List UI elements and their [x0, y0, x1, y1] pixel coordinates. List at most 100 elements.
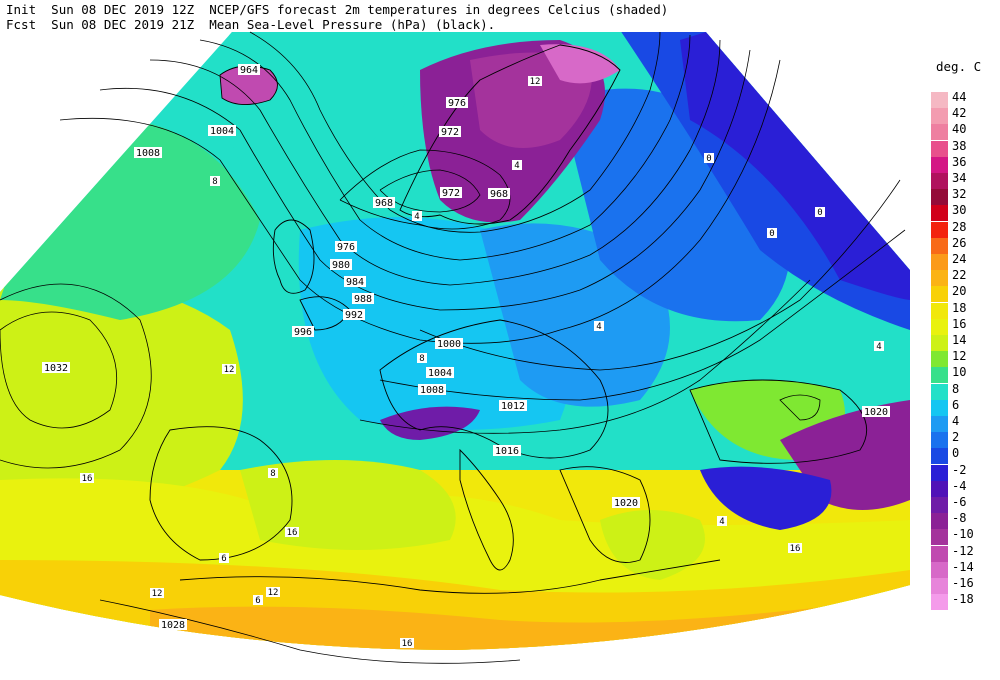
svg-text:976: 976: [448, 98, 466, 109]
svg-text:988: 988: [354, 294, 372, 305]
temperature-labels: 8 8 8 12 12 12 16 16 16 16 4 4 4 4 0 0 0…: [80, 76, 884, 649]
temp-label: 16: [788, 543, 802, 554]
svg-text:972: 972: [441, 127, 459, 138]
svg-text:1012: 1012: [501, 401, 525, 412]
legend-swatch: [931, 497, 948, 513]
svg-text:968: 968: [375, 198, 393, 209]
legend-swatch: [931, 529, 948, 546]
svg-text:6: 6: [255, 596, 260, 606]
chart-title: NCEP/GFS forecast 2m temperatures in deg…: [209, 2, 669, 17]
legend-label: 10: [952, 365, 967, 380]
svg-text:1000: 1000: [437, 339, 461, 350]
svg-text:992: 992: [345, 310, 363, 321]
legend-label: -18: [952, 592, 974, 607]
init-time: Sun 08 DEC 2019 12Z: [51, 2, 195, 17]
legend-label: 38: [952, 138, 967, 153]
isobar-label: 968: [488, 188, 510, 200]
svg-text:976: 976: [337, 242, 355, 253]
temp-label: 6: [219, 553, 229, 564]
legend-label: -8: [952, 511, 967, 526]
isobar-label: 1020: [612, 497, 640, 509]
legend-label: -4: [952, 478, 967, 493]
svg-text:16: 16: [402, 639, 413, 649]
legend-label: 4: [952, 414, 960, 428]
isobar-label: 972: [440, 187, 462, 199]
legend-label: 6: [952, 397, 960, 412]
isobar-label: 980: [330, 259, 352, 271]
fcst-prefix: Fcst: [6, 17, 37, 32]
legend-swatch: [931, 464, 948, 481]
svg-text:4: 4: [876, 342, 881, 352]
isobar-label: 996: [292, 326, 314, 338]
isobar-label: 1032: [42, 362, 70, 374]
isobar-label: 1016: [493, 445, 521, 457]
svg-text:4: 4: [596, 322, 601, 332]
legend-label: 20: [952, 284, 967, 299]
svg-text:0: 0: [769, 229, 774, 239]
legend-swatch: [931, 92, 948, 108]
legend-swatch: [931, 351, 948, 368]
temp-label: 0: [704, 153, 714, 164]
temp-label: 8: [210, 176, 220, 187]
legend-swatch: [931, 237, 948, 254]
svg-text:16: 16: [287, 528, 298, 538]
legend-swatch: [931, 367, 948, 384]
svg-text:8: 8: [212, 177, 217, 187]
legend-swatch: [931, 156, 948, 173]
legend-swatch: [931, 335, 948, 351]
legend-swatch: [931, 432, 948, 449]
temp-label: 4: [412, 211, 422, 222]
temp-label: 4: [512, 160, 522, 171]
legend-label: 14: [952, 333, 967, 347]
chart-header: Init Sun 08 DEC 2019 12Z NCEP/GFS foreca…: [6, 2, 668, 32]
legend-label: 44: [952, 90, 967, 104]
svg-text:1020: 1020: [614, 498, 638, 509]
legend-label: 36: [952, 154, 967, 169]
legend-swatch: [931, 108, 948, 125]
legend-label: 16: [952, 316, 967, 331]
isobar-label: 992: [343, 309, 365, 321]
temp-label: 0: [815, 207, 825, 218]
chart-subtitle: Mean Sea-Level Pressure (hPa) (black).: [209, 17, 496, 32]
temp-label: 8: [417, 353, 427, 364]
svg-text:1016: 1016: [495, 446, 519, 457]
temp-label: 0: [767, 228, 777, 239]
svg-text:12: 12: [152, 589, 163, 599]
svg-text:4: 4: [514, 161, 519, 171]
svg-text:968: 968: [490, 189, 508, 200]
legend-label: 2: [952, 430, 960, 445]
svg-text:1020: 1020: [864, 407, 888, 418]
isobar-label: 968: [373, 197, 395, 209]
svg-text:6: 6: [221, 554, 226, 564]
legend-swatch: [931, 594, 948, 611]
legend-label: 34: [952, 171, 967, 185]
legend-swatch: [931, 480, 948, 497]
legend-title: deg. C: [936, 59, 982, 74]
isobar-label: 1012: [499, 400, 527, 412]
isobar-label: 1008: [134, 147, 162, 159]
temp-label: 12: [266, 587, 280, 598]
legend-swatch: [931, 124, 948, 141]
legend-label: 40: [952, 122, 967, 137]
svg-text:1008: 1008: [136, 148, 160, 159]
isobar-label: 984: [344, 276, 366, 288]
legend-swatch: [931, 383, 948, 400]
legend-label: 32: [952, 187, 967, 202]
legend-label: 12: [952, 349, 967, 364]
legend-swatch: [931, 513, 948, 530]
isobar-label: 1020: [862, 406, 890, 418]
init-prefix: Init: [6, 2, 37, 17]
temp-label: 8: [268, 468, 278, 479]
legend-swatch: [931, 205, 948, 222]
legend-label: -2: [952, 462, 967, 477]
svg-text:12: 12: [268, 588, 279, 598]
legend-swatch: [931, 221, 948, 238]
legend-label: 26: [952, 235, 967, 250]
svg-text:1004: 1004: [428, 368, 452, 379]
isobar-label: 1004: [426, 367, 454, 379]
svg-text:1032: 1032: [44, 363, 68, 374]
svg-text:16: 16: [790, 544, 801, 554]
legend-label: -14: [952, 559, 974, 574]
legend-swatch: [931, 318, 948, 335]
